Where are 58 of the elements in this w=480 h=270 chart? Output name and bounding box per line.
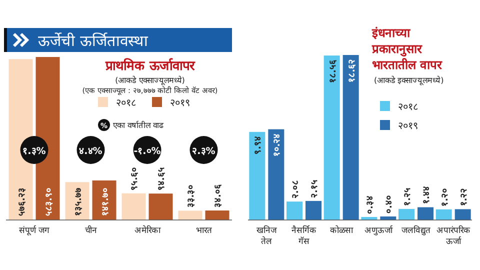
x-tick-label: भारत: [196, 226, 212, 236]
bar: [306, 200, 322, 220]
x-tick-label: संपूर्ण जग: [18, 225, 50, 236]
x-tick-label: चीन: [84, 225, 97, 236]
bar: [418, 207, 434, 220]
annotation: १.३%: [22, 146, 46, 157]
data-label: ५८३.९०: [44, 188, 54, 216]
data-label: १३५.७७: [74, 188, 84, 216]
x-tick-label: खनिज तेल: [256, 225, 278, 247]
annotation: ४.४%: [79, 146, 103, 157]
x-tick-label: नैसर्गिक गॅस: [292, 225, 316, 247]
bar: [122, 193, 146, 220]
data-label: १.२२: [459, 188, 470, 206]
data-label: १.४४: [422, 186, 432, 204]
bar: [205, 210, 230, 220]
text: ऊर्जेची ऊर्जितावस्था: [38, 32, 149, 50]
x-tick-label: जलविद्युत: [402, 225, 430, 236]
data-label: १४१.७०: [100, 188, 111, 216]
legend-label: २०१८: [398, 102, 418, 113]
data-label: १०.२४: [272, 133, 283, 157]
chart-title: प्राथमिक ऊर्जावापर: [104, 58, 196, 74]
data-label: ९.९४: [254, 136, 264, 154]
annotation: एका वर्षातील वाढ: [113, 120, 164, 130]
data-label: १८.६२: [347, 59, 358, 82]
data-label: ०.४०: [384, 195, 395, 214]
bar: [148, 194, 173, 220]
annotation: २.३%: [192, 146, 216, 157]
bar: [249, 132, 266, 220]
data-label: १.२०: [440, 188, 450, 206]
data-label: २.०८: [291, 180, 301, 199]
bar: [398, 208, 414, 220]
text: (आकडे एक्साज्यूलमध्ये): [115, 75, 185, 86]
chart-title: इंधनाच्या प्रकारानुसार भारतातील वापर: [371, 26, 444, 72]
x-tick-label: अणुऊर्जा: [364, 225, 394, 236]
x-tick-label: अमेरिका: [134, 225, 162, 236]
data-label: ०.३४: [366, 196, 376, 214]
data-label: ५७६.२३: [17, 188, 28, 216]
legend-label: २०१९: [398, 121, 418, 132]
text: (आकडे इक्साज्यूलमध्ये): [374, 75, 444, 86]
data-label: ९५.६०: [130, 166, 140, 190]
bar: [178, 210, 202, 220]
data-label: ३३.३०: [186, 184, 197, 208]
bar: [286, 202, 302, 220]
data-label: २.१५: [310, 180, 320, 198]
data-label: ९४.६५: [157, 167, 168, 191]
legend-label: २०१९: [170, 98, 190, 109]
bar: [268, 129, 284, 220]
x-tick-label: कोळसा: [330, 225, 354, 236]
bar: [324, 56, 340, 220]
annotation: -१.०%: [134, 146, 162, 157]
x-tick-label: अपारंपरिक ऊर्जा: [436, 225, 470, 247]
bar: [342, 55, 359, 220]
bar: [436, 209, 452, 220]
data-label: १८.५६: [328, 60, 338, 83]
legend-label: २०१८: [116, 98, 136, 109]
bar: [454, 209, 471, 220]
data-label: ३४.०६: [214, 184, 224, 208]
data-label: १.२५: [403, 188, 413, 206]
